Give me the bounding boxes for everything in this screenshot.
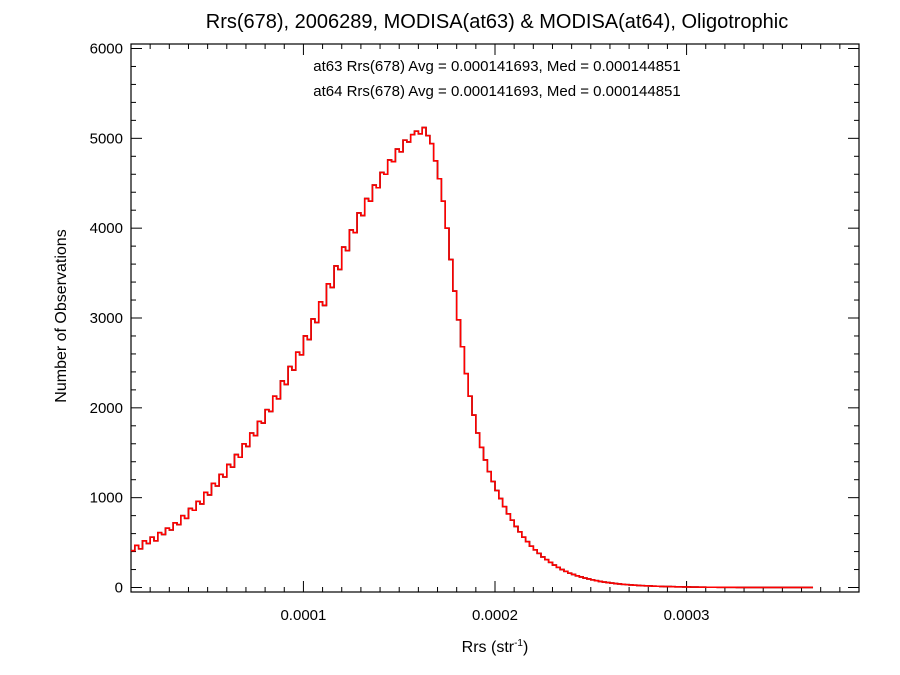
x-axis-label-main: Rrs (str: [462, 639, 515, 656]
y-tick-label: 5000: [90, 130, 123, 147]
histogram-series-at64: [131, 126, 814, 589]
x-axis-label-close: ): [523, 639, 528, 656]
x-axis-label: Rrs (str-1): [462, 638, 529, 656]
x-tick-label: 0.0003: [664, 607, 710, 624]
y-axis-label: Number of Observations: [53, 229, 70, 402]
axis-ticks: 0.0001 0.0002 0.0003 0 1000 2000 3000 4000 5000 6…: [90, 40, 859, 624]
x-tick-label: 0.0002: [472, 607, 518, 624]
plot-frame: [130, 43, 860, 593]
series-layer: [131, 126, 814, 589]
y-tick-label: 2000: [90, 400, 123, 417]
y-tick-label: 3000: [90, 310, 123, 327]
x-tick-label: 0.0001: [280, 607, 326, 624]
y-tick-label: 1000: [90, 490, 123, 507]
histogram-series-at63: [131, 126, 814, 589]
annotation-at64: at64 Rrs(678) Avg = 0.000141693, Med = 0…: [313, 83, 681, 100]
y-tick-label: 0: [115, 580, 123, 597]
y-tick-label: 4000: [90, 220, 123, 237]
x-axis-label-sup: -1: [514, 638, 523, 649]
chart-title: Rrs(678), 2006289, MODISA(at63) & MODISA…: [206, 11, 788, 33]
y-tick-label: 6000: [90, 40, 123, 57]
annotation-at63: at63 Rrs(678) Avg = 0.000141693, Med = 0…: [313, 58, 681, 75]
